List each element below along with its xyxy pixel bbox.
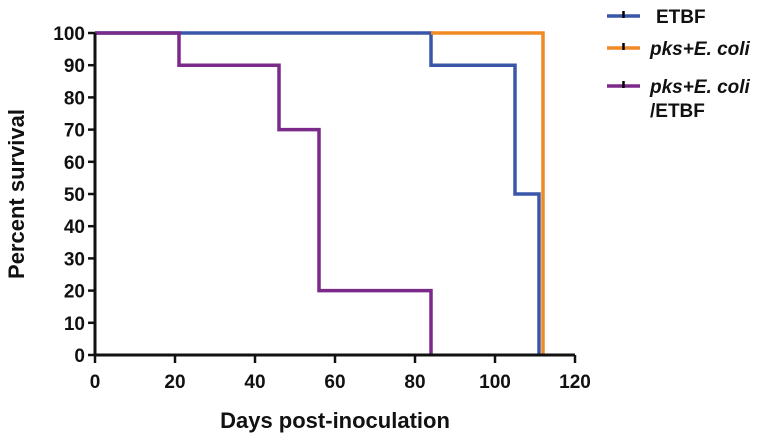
legend-label-pks-ecoli-etbf-line2: /ETBF <box>650 101 705 122</box>
x-ticks: 0 20 40 60 80 100 120 <box>90 355 591 393</box>
legend-item-pks-ecoli-etbf: pks+E. coli /ETBF <box>607 77 751 122</box>
series-layer <box>95 31 545 355</box>
x-tick-label: 80 <box>404 372 425 393</box>
legend-label-pks-ecoli-etbf-line1: pks+E. coli <box>649 77 751 98</box>
x-tick-label: 40 <box>244 372 265 393</box>
x-tick-label: 100 <box>479 372 511 393</box>
y-axis-title: Percent survival <box>4 109 29 279</box>
x-tick-label: 60 <box>324 372 345 393</box>
legend-item-etbf: ETBF <box>607 7 706 28</box>
y-tick-label: 100 <box>53 24 85 45</box>
series-line-2 <box>95 31 433 355</box>
y-tick-label: 80 <box>64 88 85 109</box>
series-line-1 <box>431 31 545 355</box>
y-ticks: 0 10 20 30 40 50 60 70 80 90 100 <box>53 24 95 367</box>
axes-layer <box>93 33 575 357</box>
y-tick-label: 40 <box>64 217 85 238</box>
x-tick-label: 20 <box>164 372 185 393</box>
legend-item-pks-ecoli: pks+E. coli <box>607 39 751 60</box>
series-line-0 <box>95 31 541 355</box>
y-tick-label: 90 <box>64 56 85 77</box>
x-tick-label: 0 <box>90 372 101 393</box>
y-tick-label: 50 <box>64 185 85 206</box>
y-tick-label: 30 <box>64 249 85 270</box>
y-tick-label: 60 <box>64 153 85 174</box>
y-tick-label: 20 <box>64 282 85 303</box>
x-axis-title: Days post-inoculation <box>220 408 450 433</box>
legend-label-etbf: ETBF <box>656 7 706 28</box>
y-tick-label: 70 <box>64 121 85 142</box>
y-tick-label: 0 <box>74 346 85 367</box>
legend: ETBF pks+E. coli pks+E. coli /ETBF <box>607 7 751 122</box>
x-tick-label: 120 <box>559 372 591 393</box>
legend-label-pks-ecoli: pks+E. coli <box>649 39 751 60</box>
y-tick-label: 10 <box>64 314 85 335</box>
